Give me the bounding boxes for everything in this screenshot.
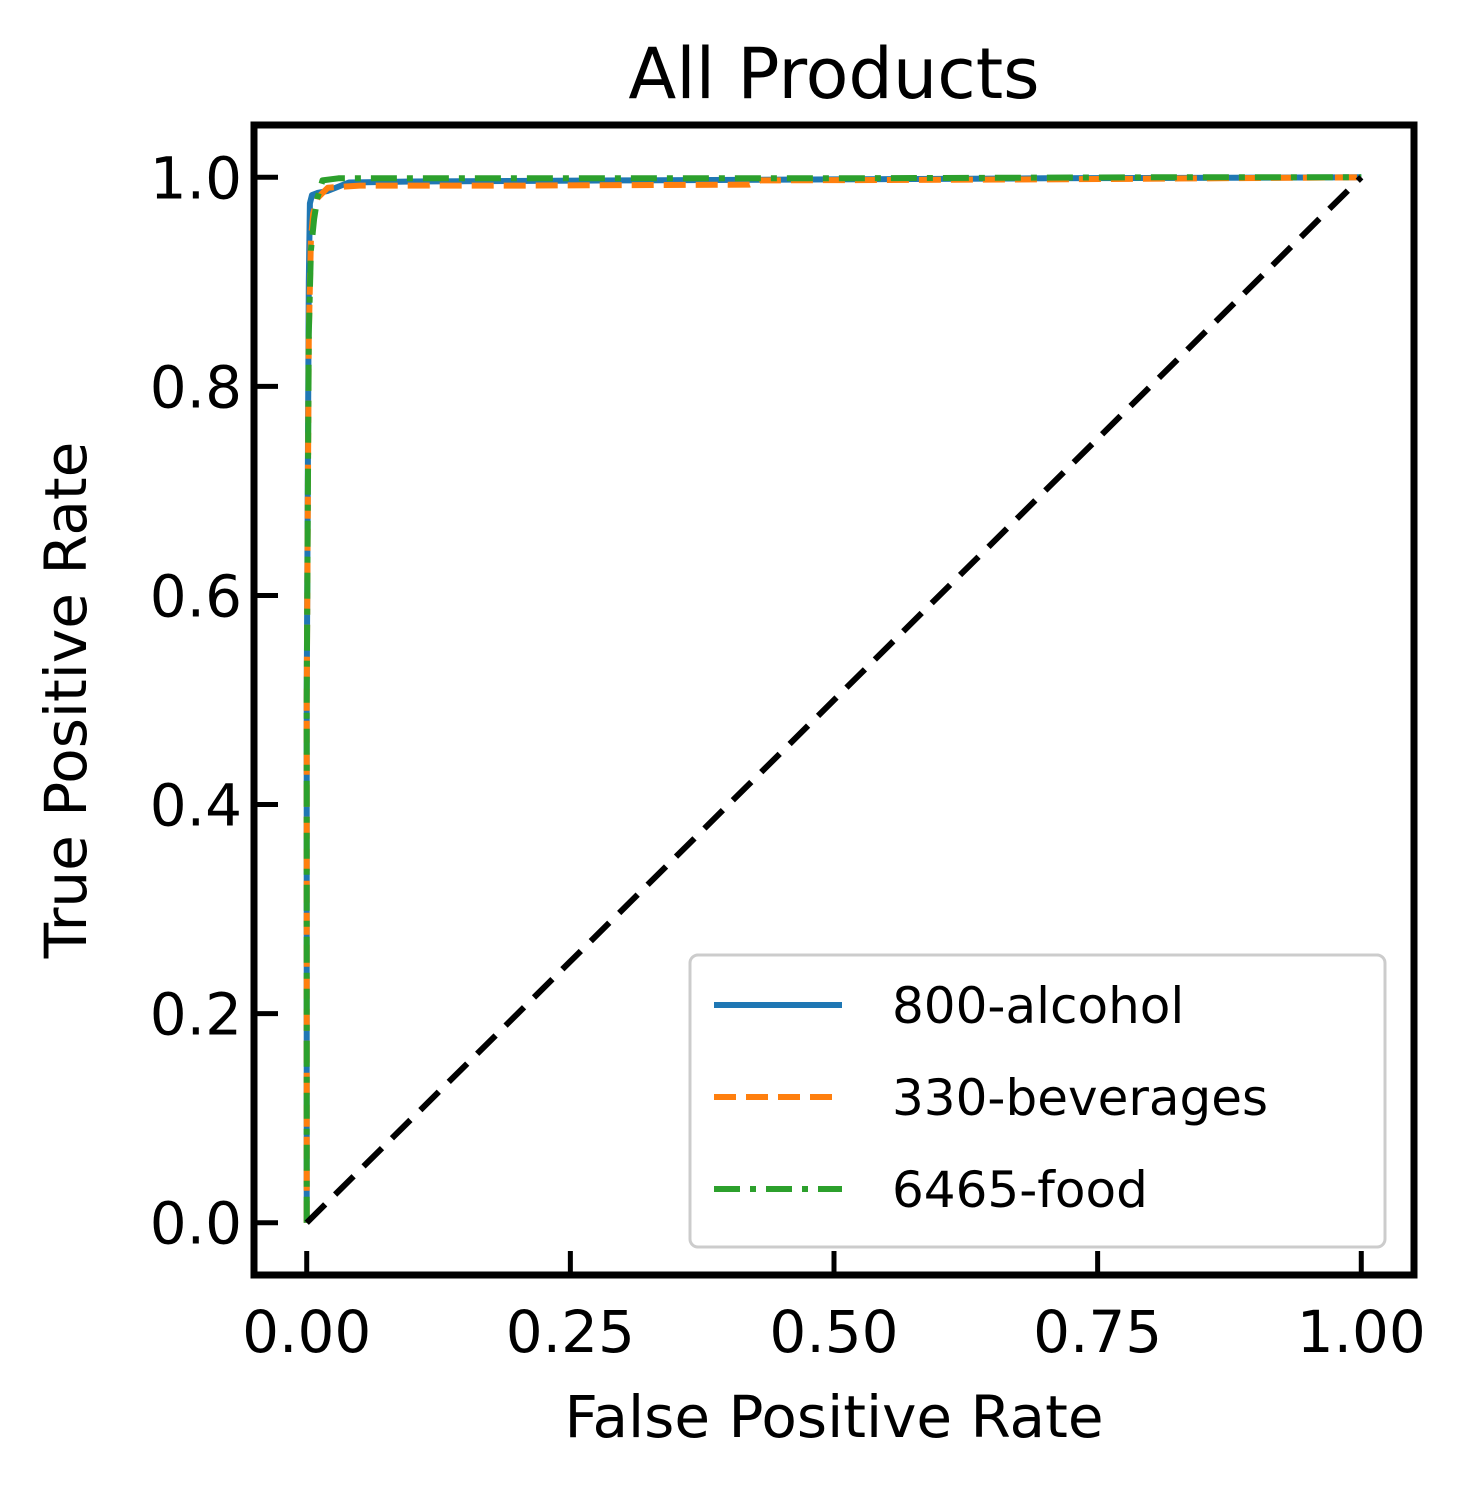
y-tick-label: 0.8	[150, 353, 242, 421]
legend-label: 800-alcohol	[892, 977, 1184, 1035]
x-tick-label: 0.75	[1033, 1298, 1162, 1366]
chart-title: All Products	[628, 33, 1039, 115]
y-axis-label: True Positive Rate	[32, 442, 100, 960]
x-tick-label: 0.00	[242, 1298, 371, 1366]
legend-label: 6465-food	[892, 1161, 1148, 1219]
y-tick-label: 0.2	[150, 981, 242, 1049]
y-tick-label: 0.0	[150, 1190, 242, 1258]
x-axis-label: False Positive Rate	[564, 1383, 1103, 1451]
y-tick-label: 0.4	[150, 772, 242, 840]
x-tick-label: 0.25	[506, 1298, 635, 1366]
x-tick-label: 1.00	[1297, 1298, 1426, 1366]
legend-box	[688, 953, 1387, 1249]
legend: 800-alcohol 330-beverages 6465-food	[688, 953, 1387, 1249]
plot-area	[303, 174, 1364, 1225]
chance-diagonal-line	[304, 175, 1364, 1225]
y-tick-label: 1.0	[150, 144, 242, 212]
legend-label: 330-beverages	[892, 1069, 1268, 1127]
axis-ticks: 0.00 0.25 0.50 0.75 1.00 0.0 0.2 0.4 0.6 0.8 1.0	[150, 144, 1426, 1366]
x-tick-label: 0.50	[769, 1298, 898, 1366]
y-tick-label: 0.6	[150, 562, 242, 630]
plot-frame	[250, 121, 1418, 1279]
